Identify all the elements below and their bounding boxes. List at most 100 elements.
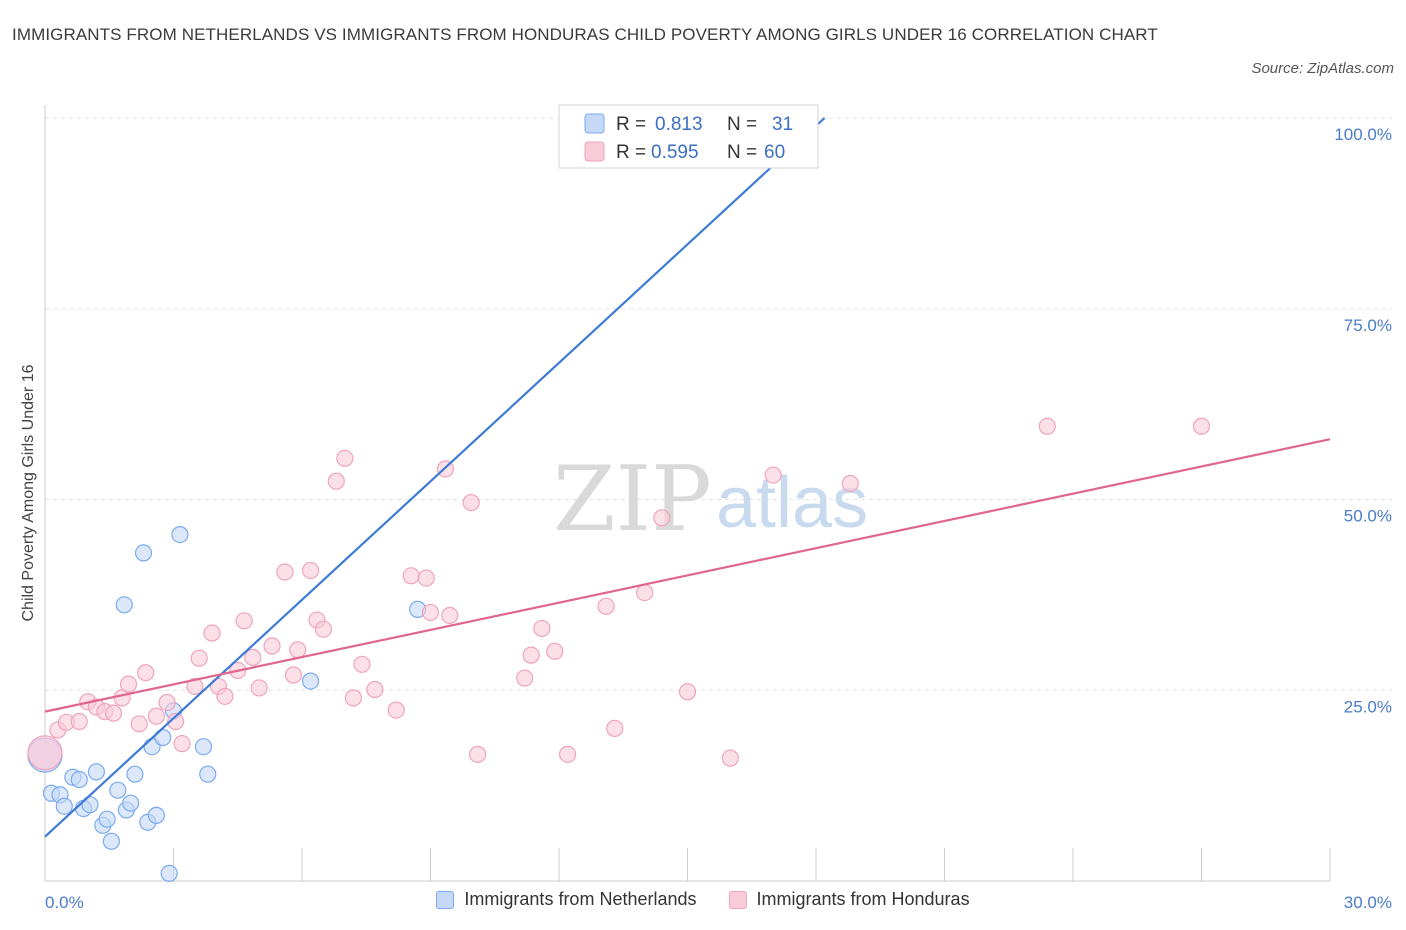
point-honduras	[533, 619, 551, 638]
y-tick-label: 100.0%	[1334, 125, 1392, 144]
point-honduras	[190, 649, 208, 667]
stats-n-label-netherlands: N =	[727, 114, 757, 135]
point-honduras	[186, 677, 204, 696]
point-honduras	[402, 567, 420, 585]
point-honduras	[284, 666, 303, 684]
point-honduras	[119, 675, 138, 693]
point-honduras	[250, 679, 268, 697]
point-honduras	[235, 612, 253, 630]
point-honduras	[70, 712, 88, 731]
point-netherlands	[171, 525, 189, 544]
source-label: Source: ZipAtlas.com	[1251, 60, 1394, 77]
point-honduras	[104, 704, 123, 722]
legend-swatch-netherlands	[436, 890, 455, 909]
point-honduras	[276, 563, 294, 581]
point-honduras	[441, 606, 459, 625]
point-honduras	[387, 701, 405, 719]
point-netherlands	[109, 781, 127, 799]
point-honduras	[597, 597, 615, 615]
y-tick-label: 50.0%	[1344, 507, 1392, 526]
point-honduras	[314, 620, 333, 638]
point-netherlands	[194, 738, 213, 756]
point-netherlands	[87, 763, 106, 781]
point-honduras	[678, 683, 697, 701]
stats-r-label-honduras: R =	[616, 142, 646, 163]
point-honduras	[764, 466, 782, 484]
stats-n-label-honduras: N =	[727, 142, 757, 163]
point-honduras	[653, 509, 671, 527]
x-tick-label: 0.0%	[45, 893, 84, 912]
point-honduras	[558, 745, 577, 763]
stats-legend: R = 0.813 N = 31 R = 0.595 N = 60	[558, 104, 819, 169]
point-honduras	[158, 693, 176, 712]
watermark: ZIP atlas	[553, 447, 868, 552]
point-honduras	[344, 689, 362, 707]
point-netherlands	[98, 810, 116, 828]
point-honduras	[130, 715, 148, 733]
tick-labels: 25.0% 50.0% 75.0% 100.0% 0.0% 30.0%	[45, 125, 1392, 912]
point-honduras	[636, 583, 654, 602]
point-honduras	[27, 735, 63, 771]
trend-line-netherlands	[44, 117, 826, 838]
point-honduras	[421, 603, 440, 622]
point-honduras	[244, 648, 262, 667]
legend-label-netherlands: Immigrants from Netherlands	[464, 889, 697, 909]
point-honduras	[606, 719, 624, 738]
legend-label-honduras: Immigrants from Honduras	[756, 889, 970, 909]
point-honduras	[366, 680, 384, 699]
point-netherlands	[199, 765, 217, 783]
point-netherlands	[160, 864, 178, 882]
point-honduras	[516, 669, 534, 687]
stats-r-label-netherlands: R =	[616, 114, 646, 135]
point-honduras	[1038, 417, 1056, 435]
point-netherlands	[55, 797, 73, 815]
point-netherlands	[126, 765, 144, 783]
point-honduras	[137, 664, 155, 682]
point-honduras	[167, 712, 185, 731]
point-netherlands	[122, 794, 140, 812]
legend-item-netherlands[interactable]: Immigrants from Netherlands	[436, 889, 697, 910]
grid-lines	[45, 117, 1392, 691]
point-honduras	[327, 472, 345, 490]
stats-r-value-honduras: 0.595	[651, 142, 699, 163]
watermark-atlas: atlas	[716, 463, 868, 543]
stats-swatch-honduras	[584, 141, 605, 162]
point-honduras	[353, 655, 371, 673]
point-honduras	[841, 474, 859, 493]
point-honduras	[147, 707, 165, 725]
watermark-zip: ZIP	[553, 447, 712, 552]
point-honduras	[1192, 417, 1211, 435]
stats-n-value-netherlands: 31	[772, 114, 793, 135]
point-honduras	[469, 745, 487, 763]
stats-r-value-netherlands: 0.813	[655, 114, 703, 135]
data-points	[27, 109, 1211, 882]
point-netherlands	[301, 672, 320, 690]
x-tick-label: 30.0%	[1344, 893, 1392, 912]
point-honduras	[173, 735, 191, 753]
trend-lines	[44, 117, 1331, 838]
point-honduras	[203, 624, 221, 642]
point-honduras	[336, 449, 354, 467]
point-honduras	[462, 493, 480, 512]
series-legend: Immigrants from Netherlands Immigrants f…	[0, 889, 1406, 910]
chart-title: IMMIGRANTS FROM NETHERLANDS VS IMMIGRANT…	[12, 25, 1158, 44]
y-tick-label: 25.0%	[1344, 697, 1392, 716]
point-honduras	[301, 561, 320, 580]
point-netherlands	[102, 832, 120, 850]
point-netherlands	[147, 806, 165, 824]
point-netherlands	[115, 596, 133, 614]
legend-item-honduras[interactable]: Immigrants from Honduras	[728, 889, 970, 910]
point-honduras	[263, 637, 281, 655]
legend-swatch-honduras	[728, 890, 747, 909]
stats-swatch-netherlands	[584, 113, 605, 134]
point-honduras	[417, 569, 435, 587]
point-honduras	[216, 687, 234, 705]
point-honduras	[522, 646, 540, 664]
point-netherlands	[134, 544, 153, 562]
point-honduras	[289, 641, 307, 659]
y-tick-label: 75.0%	[1344, 316, 1392, 335]
stats-n-value-honduras: 60	[764, 142, 785, 163]
trend-line-honduras	[44, 438, 1331, 713]
point-honduras	[721, 749, 739, 767]
